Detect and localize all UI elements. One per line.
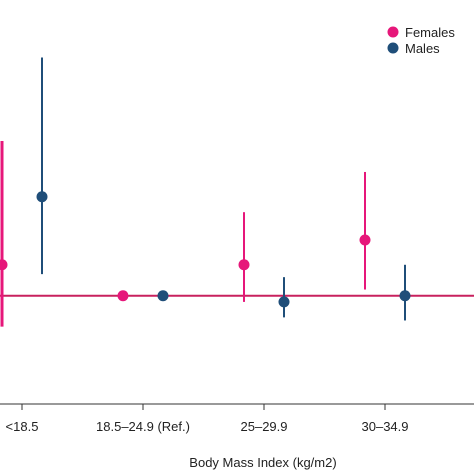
data-point bbox=[36, 191, 48, 203]
data-point bbox=[359, 234, 371, 246]
x-tick-label: 25–29.9 bbox=[241, 419, 288, 434]
legend-marker bbox=[387, 42, 399, 54]
x-tick-label: 18.5–24.9 (Ref.) bbox=[96, 419, 190, 434]
data-point bbox=[0, 259, 8, 271]
data-point bbox=[399, 290, 411, 302]
legend-marker bbox=[387, 26, 399, 38]
x-tick-label: 30–34.9 bbox=[362, 419, 409, 434]
data-point bbox=[278, 296, 290, 308]
plot-area: <18.5 18.5–24.9 (Ref.) 25–29.9 30–34.9 bbox=[0, 57, 474, 434]
x-tick-label: <18.5 bbox=[6, 419, 39, 434]
data-point bbox=[157, 290, 169, 302]
legend-label: Females bbox=[405, 25, 455, 40]
x-axis-label: Body Mass Index (kg/m2) bbox=[189, 455, 336, 470]
legend-label: Males bbox=[405, 41, 440, 56]
data-point bbox=[238, 259, 250, 271]
data-point bbox=[117, 290, 129, 302]
